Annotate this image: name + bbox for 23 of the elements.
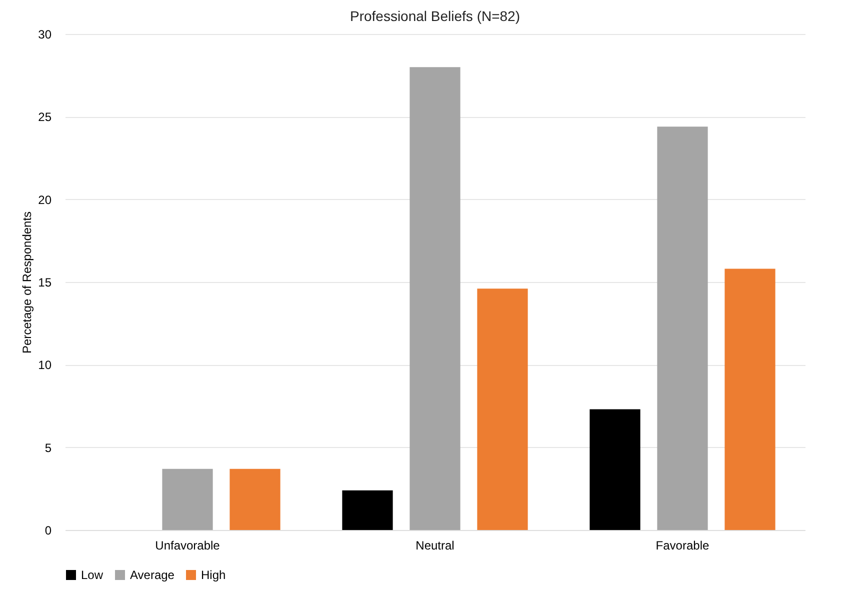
y-tick-label: 25 bbox=[38, 110, 52, 124]
y-tick-label: 0 bbox=[44, 524, 52, 538]
legend-label: High bbox=[201, 568, 226, 582]
bar bbox=[342, 490, 393, 530]
bar bbox=[657, 126, 708, 530]
y-tick-label: 5 bbox=[44, 440, 52, 455]
y-tick-label: 20 bbox=[38, 192, 52, 207]
x-tick-label: Unfavorable bbox=[155, 538, 220, 552]
y-tick-label: 10 bbox=[38, 358, 52, 372]
chart-title: Professional Beliefs (N=82) bbox=[350, 8, 520, 24]
bar bbox=[477, 288, 528, 530]
legend-label: Average bbox=[130, 568, 175, 582]
y-axis-title: Percetage of Respondents bbox=[20, 211, 34, 354]
bar bbox=[162, 468, 213, 530]
y-tick-label: 15 bbox=[38, 276, 52, 290]
bar bbox=[410, 67, 460, 530]
bar bbox=[590, 409, 640, 530]
legend-label: Low bbox=[81, 568, 104, 582]
x-tick-label: Neutral bbox=[416, 538, 454, 552]
x-tick-label: Favorable bbox=[656, 538, 710, 552]
bar bbox=[724, 268, 776, 530]
bar bbox=[230, 468, 280, 530]
y-tick-label: 30 bbox=[38, 28, 52, 42]
